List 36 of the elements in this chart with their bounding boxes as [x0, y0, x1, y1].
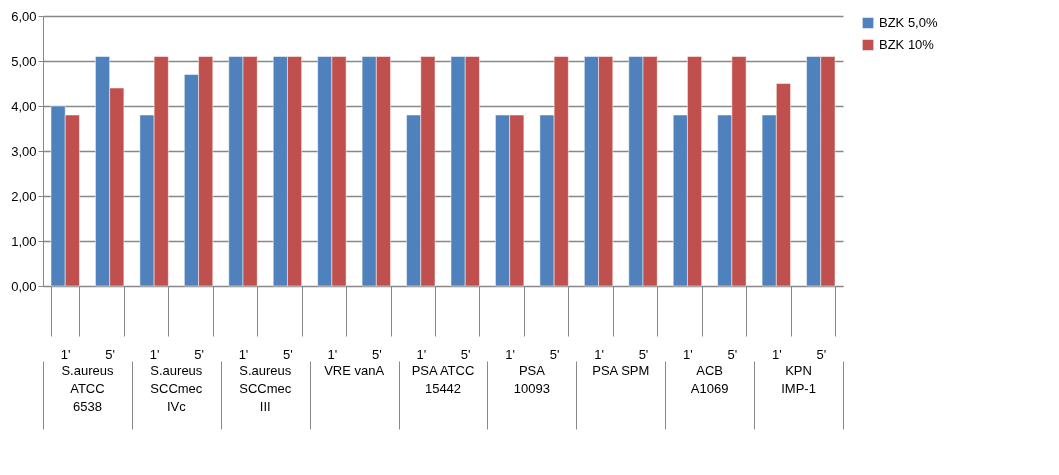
x-tick-label: 5'	[460, 346, 471, 362]
x-tick-label: 5'	[105, 346, 116, 362]
x-tick-label: 1'	[327, 346, 338, 362]
text: S.aureus ATCC 6538	[61, 363, 114, 414]
y-tick-label: 3,00	[11, 143, 37, 159]
y-tick-label: 2,00	[11, 188, 37, 204]
y-tick-label: 4,00	[11, 98, 37, 114]
text: PSA 10093	[513, 363, 550, 396]
x-tick-label: 5'	[283, 346, 293, 362]
x-tick-label: 1'	[505, 346, 516, 362]
x-tick-label: 1'	[416, 346, 427, 362]
x-tick-label: 5'	[727, 346, 738, 362]
y-tick-label: 0,00	[11, 278, 37, 294]
y-tick-label: 1,00	[11, 233, 37, 249]
legend-label: BZK 5,0%	[879, 15, 938, 30]
x-tick-label: 1'	[771, 346, 782, 362]
x-tick-label: 5'	[638, 346, 649, 362]
text: PSA ATCC 15442	[411, 363, 475, 396]
y-tick-label: 5,00	[11, 53, 37, 69]
text: VRE vanA	[324, 363, 385, 378]
y-tick-label: 6,00	[11, 8, 37, 24]
text: S.aureus SCCmec III	[239, 363, 292, 414]
x-tick-label: 1'	[149, 346, 160, 362]
text: KPN IMP-1	[781, 363, 816, 396]
text: ACB A1069	[690, 363, 729, 396]
x-tick-label: 5'	[194, 346, 204, 362]
x-tick-label: 5'	[371, 346, 382, 362]
text: S.aureus SCCmec IVc	[150, 363, 203, 414]
x-tick-label: 1'	[238, 346, 249, 362]
x-tick-label: 5'	[549, 346, 560, 362]
x-tick-label: 1'	[594, 346, 604, 362]
legend-label: BZK 10%	[879, 37, 935, 52]
text: PSA SPM	[592, 363, 650, 378]
x-tick-label: 5'	[816, 346, 827, 362]
x-tick-label: 1'	[60, 346, 71, 362]
x-tick-label: 1'	[683, 346, 693, 362]
